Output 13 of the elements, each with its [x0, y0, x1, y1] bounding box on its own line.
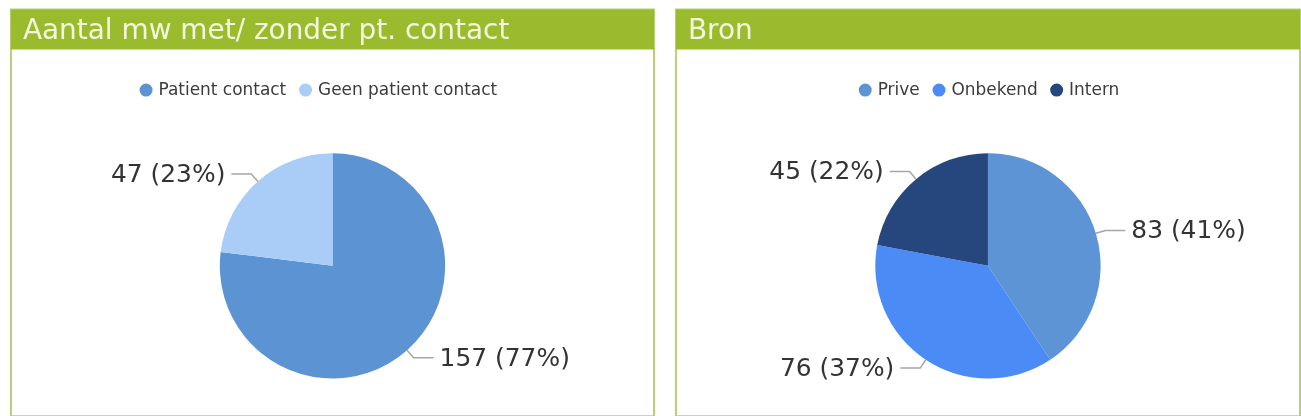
legend-label: Geen patient contact [318, 79, 498, 100]
pie-slice [987, 153, 1101, 360]
data-label: 76 (37%) [779, 353, 895, 383]
data-label: 47 (23%) [110, 158, 226, 188]
legend-label: Prive [877, 79, 920, 100]
data-label: 83 (41%) [1131, 215, 1246, 245]
chart-title: Bron [687, 12, 753, 46]
data-label: 45 (22%) [769, 156, 884, 186]
legend-label: Patient contact [158, 79, 287, 100]
data-label: 157 (77%) [439, 342, 570, 372]
chart-title: Aantal mw met/ zonder pt. contact [22, 12, 510, 46]
legend-label: Intern [1069, 79, 1120, 100]
legend-label: Onbekend [951, 79, 1038, 100]
